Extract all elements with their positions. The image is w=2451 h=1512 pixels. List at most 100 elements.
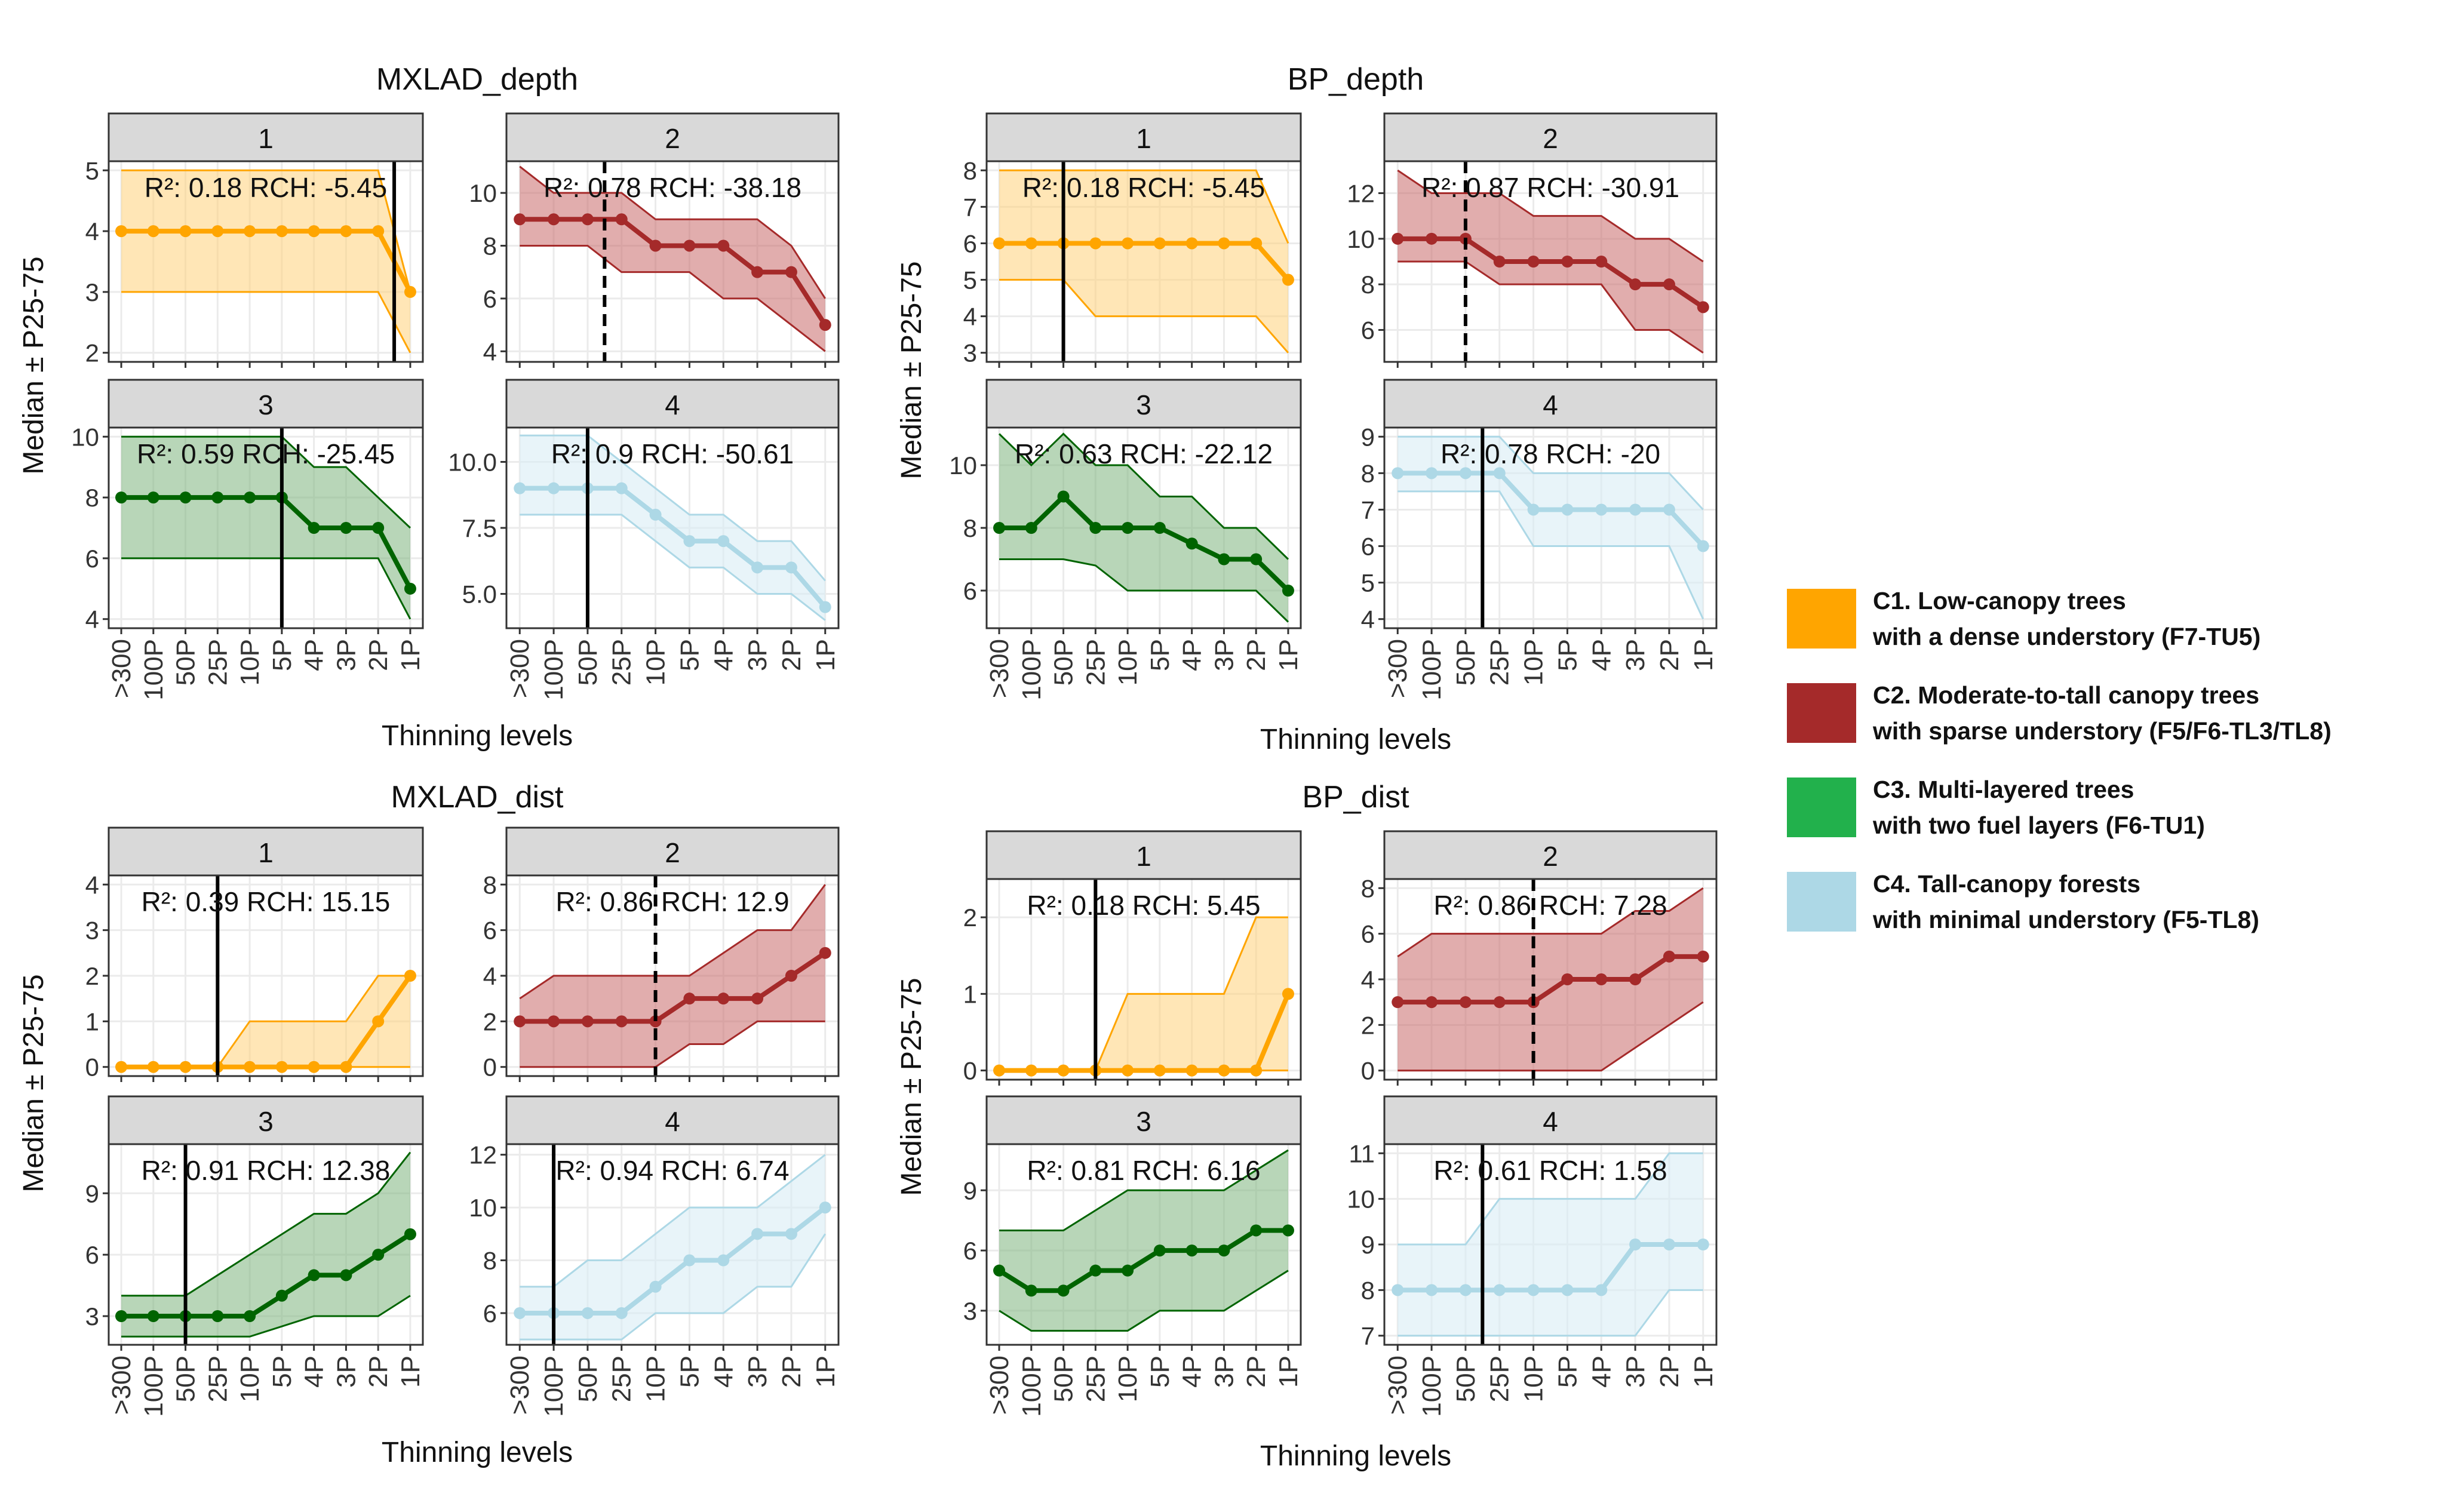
strip-label-bp-dist-panel-4: 4 — [1543, 1106, 1558, 1137]
median-point-mxlad-depth-panel-1-9 — [404, 285, 416, 298]
x-tick-label-mxlad-depth-panel-3-6: 4P — [300, 639, 329, 671]
x-tick-label-bp-dist-panel-3-0: >300 — [985, 1356, 1014, 1415]
median-line-bp-depth-panel-2 — [1398, 236, 1704, 309]
median-point-mxlad-depth-panel-2-2 — [581, 213, 594, 226]
median-point-bp-dist-panel-4-8 — [1663, 1239, 1675, 1250]
ribbon-mxlad-depth-panel-1 — [121, 170, 410, 353]
median-point-mxlad-depth-panel-1-2 — [179, 225, 192, 238]
x-tick-label-bp-dist-panel-4-9: 1P — [1689, 1356, 1718, 1388]
median-point-bp-dist-panel-1-7 — [1218, 1064, 1230, 1077]
y-tick-label-bp-depth-panel-3-1: 8 — [963, 514, 977, 542]
median-point-mxlad-dist-panel-4-0 — [514, 1307, 526, 1319]
x-tick-label-bp-dist-panel-3-1: 100P — [1017, 1356, 1046, 1417]
median-point-mxlad-depth-panel-3-7 — [340, 522, 352, 534]
y-tick-label-mxlad-depth-panel-4-2: 10.0 — [448, 448, 497, 476]
y-tick-label-bp-depth-panel-3-2: 10 — [949, 451, 977, 480]
median-point-mxlad-depth-panel-3-9 — [404, 582, 416, 595]
legend-item-c1: C1. Low-canopy trees with a dense unders… — [1787, 579, 2444, 658]
legend-swatch-c4 — [1787, 872, 1856, 932]
median-point-bp-depth-panel-4-6 — [1595, 503, 1608, 516]
median-point-bp-dist-panel-1-1 — [1025, 1064, 1037, 1077]
median-point-bp-dist-panel-2-9 — [1697, 950, 1709, 963]
ribbon-upper-mxlad-depth-panel-2 — [519, 165, 827, 299]
legend-label-c4-line1: C4. Tall-canopy forests — [1873, 870, 2141, 898]
x-tick-label-bp-depth-panel-4-9: 1P — [1689, 639, 1718, 671]
y-axis-label-bp-depth: Median ± P25-75 — [896, 261, 927, 479]
median-point-mxlad-depth-panel-2-0 — [514, 213, 526, 226]
x-tick-label-bp-depth-panel-4-5: 5P — [1553, 639, 1582, 671]
x-tick-label-bp-dist-panel-3-8: 2P — [1242, 1356, 1271, 1388]
y-tick-label-mxlad-dist-panel-3-2: 9 — [85, 1179, 99, 1207]
median-line-bp-dist-panel-4 — [1398, 1242, 1703, 1293]
panel-border-bp-depth-panel-4 — [1383, 426, 1718, 629]
median-point-mxlad-depth-panel-3-2 — [179, 491, 192, 504]
ribbon-lower-mxlad-depth-panel-4 — [520, 514, 826, 621]
x-tick-label-bp-dist-panel-4-1: 100P — [1417, 1356, 1446, 1417]
strip-bp-depth-panel-2 — [1383, 112, 1718, 162]
y-tick-label-bp-depth-panel-1-4: 7 — [963, 193, 977, 221]
x-tick-label-mxlad-dist-panel-4-6: 4P — [709, 1356, 738, 1388]
x-tick-label-bp-dist-panel-3-3: 25P — [1081, 1356, 1110, 1402]
median-point-mxlad-dist-panel-3-5 — [275, 1289, 288, 1302]
x-tick-label-bp-depth-panel-4-0: >300 — [1383, 639, 1412, 698]
y-tick-label-mxlad-depth-panel-1-2: 4 — [85, 217, 99, 245]
y-tick-label-mxlad-depth-panel-3-1: 6 — [85, 545, 99, 573]
y-tick-label-mxlad-depth-panel-4-0: 5.0 — [462, 580, 497, 609]
median-point-bp-dist-panel-1-4 — [1122, 1064, 1134, 1077]
strip-mxlad-depth-panel-3 — [108, 379, 424, 429]
y-tick-label-mxlad-depth-panel-4-1: 7.5 — [462, 514, 497, 542]
y-tick-label-mxlad-dist-panel-2-4: 8 — [483, 871, 497, 899]
strip-label-mxlad-depth-panel-1: 1 — [258, 123, 274, 154]
legend-label-c1-line1: C1. Low-canopy trees — [1873, 587, 2126, 614]
strip-bp-dist-panel-4 — [1383, 1095, 1718, 1145]
y-tick-label-mxlad-dist-panel-1-2: 2 — [85, 962, 99, 990]
median-point-mxlad-dist-panel-1-8 — [372, 1015, 385, 1028]
median-point-mxlad-depth-panel-4-1 — [548, 482, 560, 494]
median-line-bp-dist-panel-1 — [999, 992, 1291, 1073]
median-point-bp-depth-panel-4-4 — [1527, 503, 1540, 516]
median-point-bp-dist-panel-3-9 — [1282, 1224, 1294, 1237]
y-tick-label-bp-dist-panel-1-2: 2 — [963, 903, 977, 932]
median-point-mxlad-dist-panel-1-7 — [340, 1061, 352, 1073]
panel-border-bp-depth-panel-1 — [985, 160, 1302, 363]
legend: C1. Low-canopy trees with a dense unders… — [1787, 579, 2444, 957]
median-point-bp-dist-panel-4-2 — [1459, 1284, 1472, 1296]
median-point-mxlad-depth-panel-4-3 — [615, 482, 628, 494]
ribbon-lower-bp-depth-panel-4 — [1398, 490, 1704, 620]
median-point-bp-dist-panel-2-2 — [1459, 996, 1472, 1009]
x-tick-label-bp-depth-panel-3-9: 1P — [1274, 639, 1303, 671]
x-tick-label-bp-depth-panel-3-6: 4P — [1178, 639, 1207, 671]
annotation-mxlad-dist-panel-3: R²: 0.91 RCH: 12.38 — [142, 1155, 391, 1186]
annotation-mxlad-depth-panel-2: R²: 0.78 RCH: -38.18 — [543, 172, 801, 203]
median-point-bp-depth-panel-1-8 — [1250, 237, 1263, 250]
strip-label-bp-depth-panel-4: 4 — [1543, 389, 1558, 420]
ribbon-lower-bp-depth-panel-1 — [999, 279, 1289, 354]
median-point-mxlad-depth-panel-4-9 — [819, 601, 831, 613]
x-tick-label-bp-depth-panel-3-5: 5P — [1145, 639, 1175, 671]
median-point-mxlad-dist-panel-3-8 — [372, 1249, 385, 1261]
median-line-mxlad-depth-panel-4 — [520, 485, 827, 609]
median-point-mxlad-depth-panel-1-6 — [308, 225, 320, 238]
median-point-bp-dist-panel-4-7 — [1629, 1239, 1642, 1250]
x-tick-label-mxlad-depth-panel-4-8: 2P — [777, 639, 806, 671]
median-point-mxlad-dist-panel-3-7 — [340, 1269, 352, 1281]
median-line-bp-depth-panel-4 — [1398, 471, 1705, 548]
median-point-mxlad-dist-panel-4-9 — [819, 1201, 831, 1214]
x-tick-label-bp-depth-panel-3-8: 2P — [1242, 639, 1271, 671]
y-tick-label-bp-dist-panel-4-3: 10 — [1347, 1185, 1375, 1213]
median-point-bp-dist-panel-2-6 — [1595, 973, 1608, 985]
x-tick-label-mxlad-dist-panel-4-5: 5P — [675, 1356, 704, 1388]
annotation-mxlad-depth-panel-4: R²: 0.9 RCH: -50.61 — [551, 438, 794, 469]
median-point-mxlad-dist-panel-2-2 — [581, 1015, 594, 1028]
y-tick-label-bp-depth-panel-1-1: 4 — [963, 303, 977, 331]
median-point-bp-dist-panel-1-9 — [1282, 988, 1294, 1000]
y-tick-label-bp-dist-panel-4-2: 9 — [1361, 1231, 1375, 1259]
median-point-mxlad-dist-panel-2-4 — [649, 1015, 662, 1028]
legend-swatch-c1 — [1787, 589, 1856, 649]
panel-border-mxlad-depth-panel-1 — [108, 160, 424, 363]
median-point-bp-dist-panel-1-8 — [1250, 1064, 1263, 1077]
median-point-bp-depth-panel-4-2 — [1459, 467, 1472, 480]
legend-label-c3-line1: C3. Multi-layered trees — [1873, 776, 2134, 803]
y-tick-label-bp-dist-panel-4-1: 8 — [1361, 1276, 1375, 1304]
y-tick-label-mxlad-depth-panel-3-0: 4 — [85, 606, 99, 634]
